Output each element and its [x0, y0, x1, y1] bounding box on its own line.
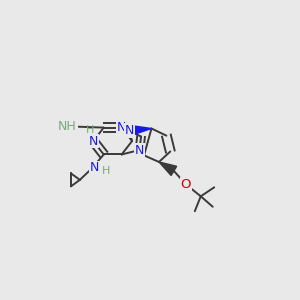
Text: H: H — [85, 125, 94, 135]
Text: H: H — [102, 166, 110, 176]
Polygon shape — [159, 162, 177, 175]
Text: N: N — [117, 121, 126, 134]
Text: N: N — [89, 161, 99, 174]
Text: N: N — [88, 134, 98, 148]
Polygon shape — [129, 125, 152, 136]
Text: NH: NH — [58, 120, 77, 133]
Text: O: O — [181, 178, 191, 191]
Text: N: N — [124, 124, 134, 137]
Text: N: N — [135, 143, 144, 157]
